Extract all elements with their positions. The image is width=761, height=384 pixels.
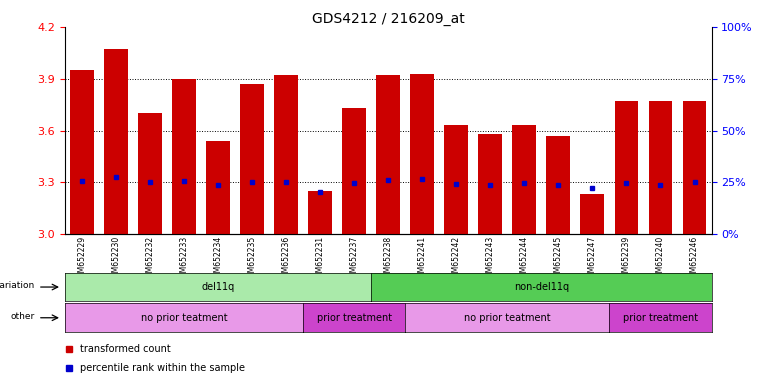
Bar bbox=[615, 101, 638, 234]
Bar bbox=[444, 126, 468, 234]
Text: other: other bbox=[11, 312, 35, 321]
Bar bbox=[308, 191, 332, 234]
Text: percentile rank within the sample: percentile rank within the sample bbox=[80, 363, 245, 373]
Bar bbox=[546, 136, 570, 234]
Bar bbox=[512, 126, 537, 234]
Bar bbox=[683, 101, 706, 234]
Text: transformed count: transformed count bbox=[80, 344, 171, 354]
Bar bbox=[172, 79, 196, 234]
Bar bbox=[138, 113, 162, 234]
Bar bbox=[581, 195, 604, 234]
Bar bbox=[648, 101, 673, 234]
Bar bbox=[240, 84, 264, 234]
Bar bbox=[274, 75, 298, 234]
Text: no prior teatment: no prior teatment bbox=[464, 313, 550, 323]
Bar bbox=[206, 141, 230, 234]
Text: genotype/variation: genotype/variation bbox=[0, 281, 35, 290]
Bar bbox=[479, 134, 502, 234]
Bar bbox=[342, 108, 366, 234]
Text: no prior teatment: no prior teatment bbox=[141, 313, 227, 323]
Title: GDS4212 / 216209_at: GDS4212 / 216209_at bbox=[312, 12, 464, 26]
Bar bbox=[376, 75, 400, 234]
Bar bbox=[103, 50, 128, 234]
Text: prior treatment: prior treatment bbox=[317, 313, 392, 323]
Bar bbox=[410, 74, 434, 234]
Text: prior treatment: prior treatment bbox=[623, 313, 698, 323]
Text: del11q: del11q bbox=[201, 282, 234, 292]
Text: non-del11q: non-del11q bbox=[514, 282, 569, 292]
Bar bbox=[70, 70, 94, 234]
